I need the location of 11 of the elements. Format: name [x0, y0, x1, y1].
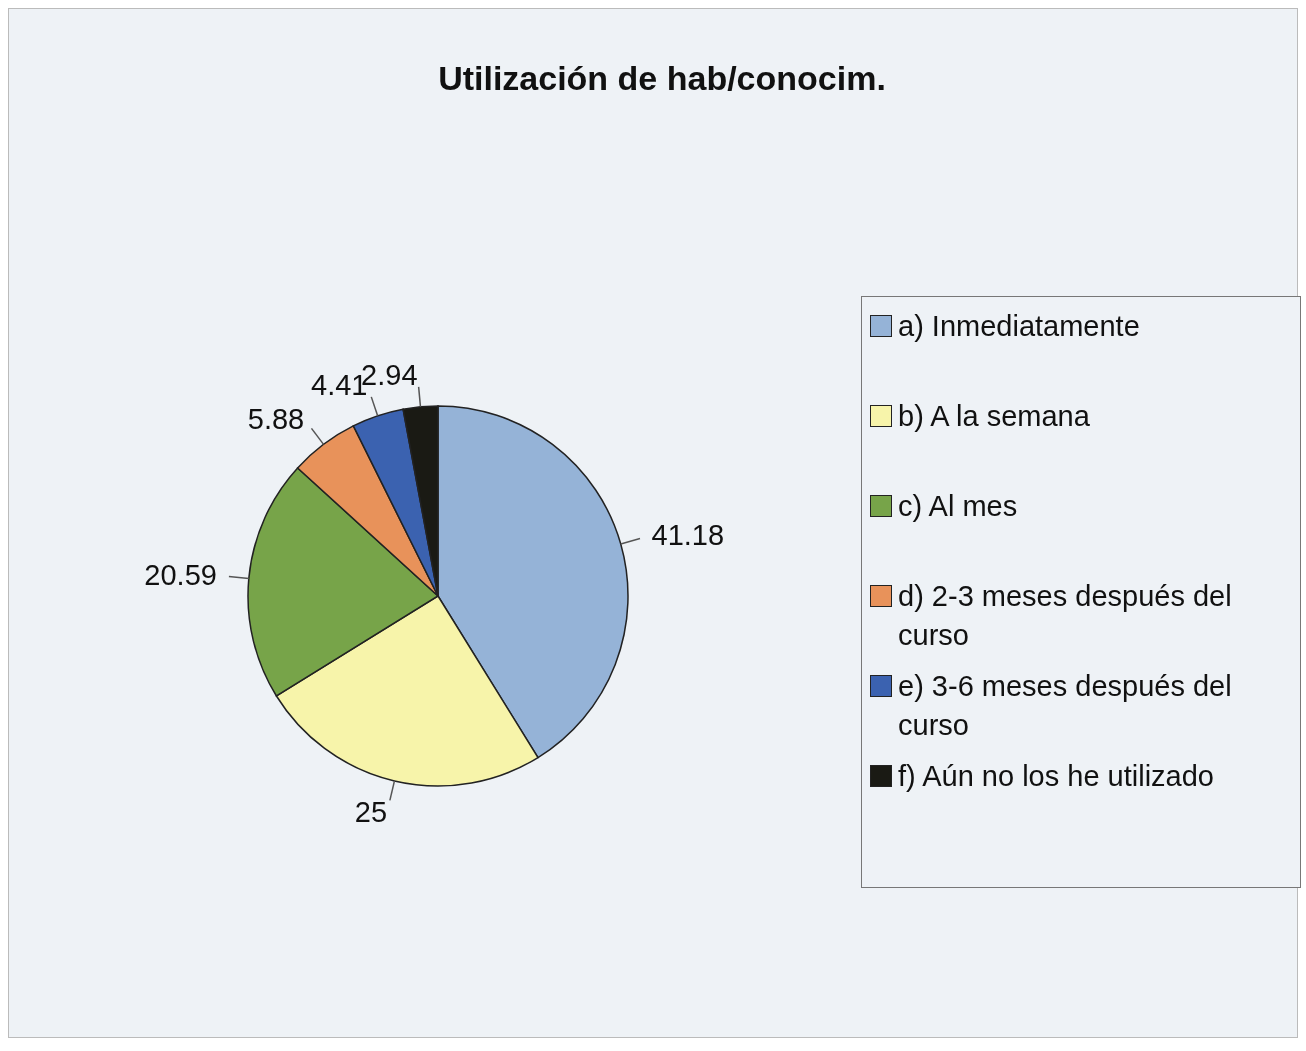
legend-label: f) Aún no los he utilizado	[898, 759, 1214, 794]
legend-label: a) Inmediatamente	[898, 309, 1140, 344]
legend-label: c) Al mes	[898, 489, 1018, 524]
data-label: 20.59	[144, 559, 217, 592]
data-label: 25	[354, 796, 388, 829]
legend-label: e) 3-6 meses después del curso	[898, 669, 1233, 743]
data-label: 41.18	[651, 519, 725, 552]
legend-label: d) 2-3 meses después del curso	[898, 579, 1233, 653]
legend-label: b) A la semana	[898, 399, 1090, 434]
data-label: 5.88	[247, 402, 305, 435]
chart-title: Utilización de hab/conocim.	[437, 59, 887, 98]
